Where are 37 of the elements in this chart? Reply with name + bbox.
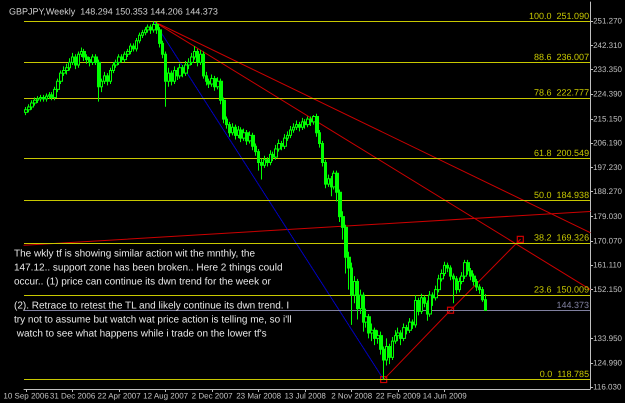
y-tick-label: 197.230: [593, 162, 623, 172]
x-tick-label: 2 Dec 2007: [192, 392, 234, 400]
y-tick-label: 215.150: [593, 114, 623, 124]
ref-line-label: 38.2 169.326: [534, 232, 590, 242]
x-tick-label: 22 Feb 2009: [376, 392, 422, 400]
y-tick-label: 133.950: [593, 334, 623, 344]
x-tick-label: 22 Apr 2007: [98, 392, 142, 400]
ref-line-label: 78.6 222.777: [534, 88, 590, 98]
ref-line-label: 144.373: [556, 300, 590, 310]
y-tick-label: 188.270: [593, 187, 623, 196]
y-tick-label: 161.110: [593, 260, 622, 270]
text: GBPJPY,Weekly 148.294 150.353 144.206 144.373: [9, 6, 218, 16]
ref-line-label: 88.6 236.007: [534, 52, 590, 62]
ref-line-label: 0.0 118.785: [540, 369, 590, 380]
x-tick-label: 31 Dec 2006: [50, 392, 96, 400]
y-tick-label: 206.190: [593, 138, 623, 148]
x-tick-label: 10 Sep 2006: [3, 392, 50, 400]
ref-line-label: 100.0 251.090: [529, 11, 590, 22]
x-tick-label: 12 Aug 2007: [143, 392, 189, 400]
annotation: (2). Retrace to retest the TL and likely continue its dwn trend. I try not to assume but watch wat price action is telling me, so i'll watch to see what happens while i trade on the lower tf's: [14, 300, 292, 340]
x-tick-label: 14 Jun 2009: [422, 392, 468, 400]
y-tick-label: 116.030: [593, 382, 622, 392]
y-tick-label: 152.150: [593, 284, 623, 294]
y-tick-label: 233.350: [593, 65, 623, 74]
annotation: The wkly tf is showing similar action wit the mnthly, the 147.12.. support zone has been broken.. Here 2 things could occur.. (1) price can continue its dwn trend for the week or: [14, 248, 286, 288]
y-tick-label: 251.270: [593, 16, 623, 26]
y-tick-label: 179.030: [593, 212, 623, 222]
x-tick-label: 23 Mar 2008: [236, 392, 282, 400]
ref-line-label: 50.0 184.938: [534, 190, 590, 200]
ref-line-label: 23.6 150.009: [534, 284, 590, 295]
y-tick-label: 124.990: [593, 358, 623, 368]
ref-line-label: 61.8 200.549: [534, 148, 590, 158]
y-tick-label: 224.390: [593, 89, 623, 98]
y-tick-label: 170.070: [593, 236, 623, 246]
x-tick-label: 13 Jul 2008: [284, 392, 326, 400]
y-tick-label: 242.310: [593, 40, 623, 50]
x-tick-label: 2 Nov 2008: [331, 392, 373, 400]
